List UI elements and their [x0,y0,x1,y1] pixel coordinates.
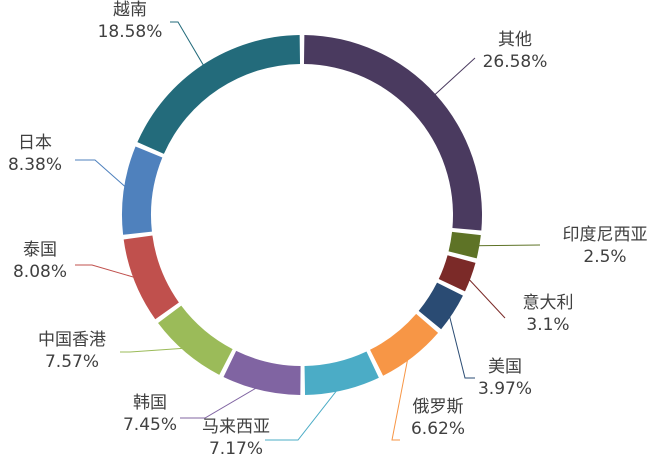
slice-韩国 [223,350,301,395]
percent-label-韩国: 7.45% [123,415,177,435]
leader-line-日本 [75,159,131,192]
category-label-马来西亚: 马来西亚 [202,417,270,437]
category-label-中国香港: 中国香港 [38,330,106,350]
slice-泰国 [123,235,179,320]
slice-日本 [122,146,163,235]
leader-line-中国香港 [120,347,190,353]
leader-lines [75,21,541,441]
percent-label-意大利: 3.1% [526,315,569,335]
percent-label-马来西亚: 7.17% [209,439,263,459]
category-label-日本: 日本 [18,133,52,153]
leader-line-韩国 [180,383,263,419]
leader-line-意大利 [464,274,506,319]
slice-印度尼西亚 [448,231,481,259]
percent-label-俄罗斯: 6.62% [411,419,465,439]
category-label-韩国: 韩国 [133,393,167,413]
percent-label-越南: 18.58% [98,22,163,42]
leader-line-泰国 [75,264,141,280]
slice-其他 [303,35,482,231]
leader-line-美国 [447,309,475,379]
slice-越南 [137,35,301,154]
category-label-美国: 美国 [488,357,522,377]
percent-label-其他: 26.58% [483,52,548,72]
slice-美国 [418,282,463,330]
category-label-其他: 其他 [498,30,532,50]
slice-马来西亚 [304,351,379,395]
leader-line-其他 [430,57,476,99]
leader-line-印度尼西亚 [473,244,541,247]
slice-中国香港 [158,305,233,375]
category-label-越南: 越南 [113,0,147,20]
leader-line-马来西亚 [265,384,342,441]
category-label-俄罗斯: 俄罗斯 [413,397,464,417]
percent-label-印度尼西亚: 2.5% [583,247,626,267]
category-label-意大利: 意大利 [523,293,574,313]
leader-line-越南 [170,21,207,71]
category-label-印度尼西亚: 印度尼西亚 [563,225,648,245]
slices [122,35,482,395]
percent-label-泰国: 8.08% [13,262,67,282]
percent-label-美国: 3.97% [478,379,532,399]
percent-label-中国香港: 7.57% [45,352,99,372]
slice-俄罗斯 [370,313,439,376]
slice-意大利 [438,255,476,292]
category-label-泰国: 泰国 [23,240,57,260]
leader-line-俄罗斯 [391,352,410,441]
percent-label-日本: 8.38% [8,155,62,175]
